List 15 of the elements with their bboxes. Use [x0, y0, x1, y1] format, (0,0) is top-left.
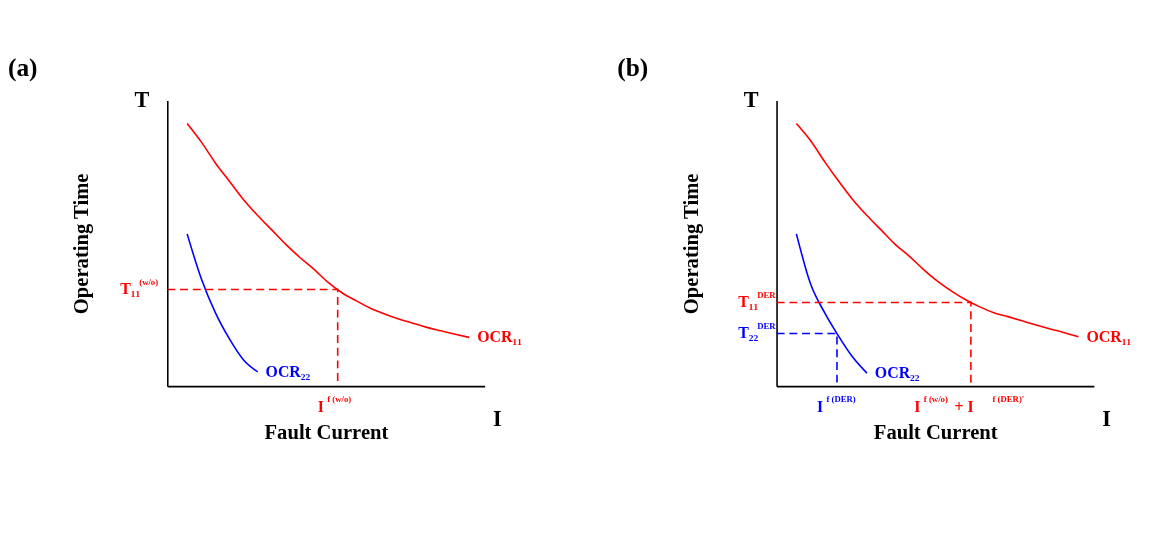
series-label: OCR₂₂ [874, 363, 920, 381]
x-axis-title: Fault Current [264, 421, 389, 443]
text: I [1102, 405, 1111, 431]
text: T [134, 87, 150, 112]
chart-title: (b) [617, 53, 649, 83]
text: T [743, 87, 759, 112]
x-axis-title: Fault Current [873, 421, 998, 443]
series-label: OCR₁₁ [1086, 327, 1132, 345]
series-label: OCR₁₁ [477, 328, 523, 346]
series-label: OCR₂₂ [265, 362, 311, 380]
chart-title: (a) [7, 53, 38, 83]
y-axis-title: Operating Time [70, 173, 94, 315]
y-axis-title: Operating Time [679, 173, 703, 315]
text: I [493, 405, 502, 431]
text: If (w/o) [317, 394, 352, 415]
